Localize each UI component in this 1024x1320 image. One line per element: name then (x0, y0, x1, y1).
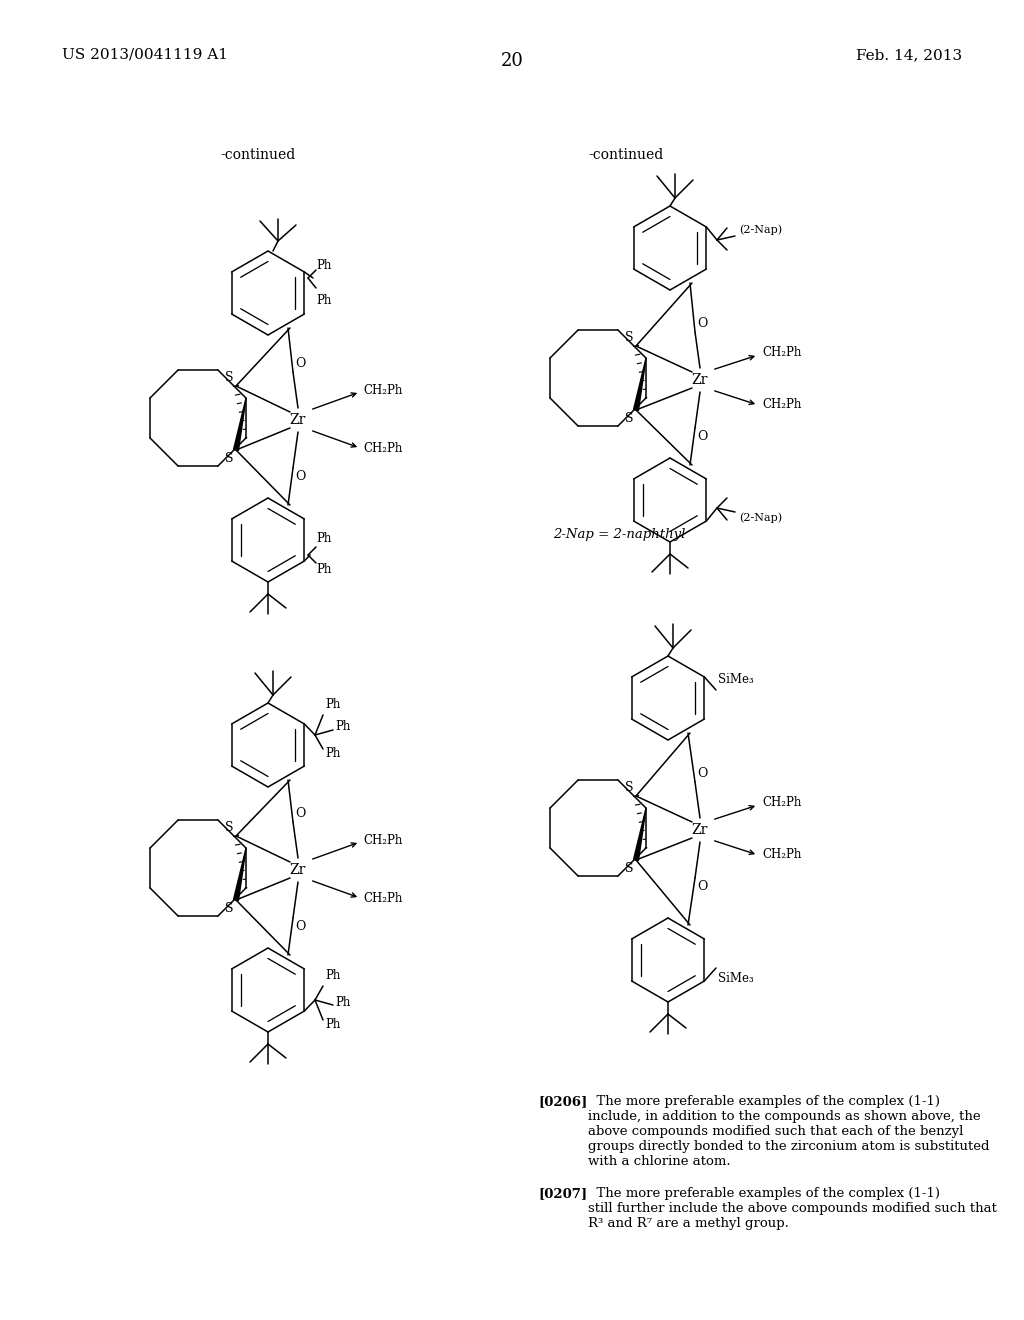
Text: The more preferable examples of the complex (1-1)
include, in addition to the co: The more preferable examples of the comp… (588, 1096, 989, 1168)
Text: CH₂Ph: CH₂Ph (762, 346, 802, 359)
Text: The more preferable examples of the complex (1-1)
still further include the abov: The more preferable examples of the comp… (588, 1187, 997, 1230)
Polygon shape (233, 399, 246, 450)
Text: S: S (224, 371, 233, 384)
Text: S: S (625, 412, 633, 425)
Text: O: O (295, 920, 305, 933)
Text: Zr: Zr (290, 413, 306, 426)
Text: O: O (295, 470, 305, 483)
Text: -continued: -continued (588, 148, 664, 162)
Text: O: O (697, 317, 708, 330)
Text: S: S (625, 862, 633, 875)
Text: Ph: Ph (325, 969, 340, 982)
Text: S: S (625, 781, 633, 795)
Text: S: S (625, 331, 633, 345)
Text: CH₂Ph: CH₂Ph (362, 384, 402, 396)
Text: SiMe₃: SiMe₃ (718, 673, 754, 686)
Text: S: S (224, 821, 233, 834)
Text: (2-Nap): (2-Nap) (739, 512, 782, 523)
Text: -continued: -continued (220, 148, 295, 162)
Text: Feb. 14, 2013: Feb. 14, 2013 (856, 48, 962, 62)
Text: Zr: Zr (692, 822, 709, 837)
Text: Zr: Zr (290, 863, 306, 876)
Text: [0207]: [0207] (538, 1187, 587, 1200)
Text: 20: 20 (501, 51, 523, 70)
Text: O: O (697, 430, 708, 444)
Text: Ph: Ph (316, 294, 332, 308)
Text: O: O (697, 767, 708, 780)
Text: Ph: Ph (335, 995, 350, 1008)
Text: CH₂Ph: CH₂Ph (762, 796, 802, 808)
Text: S: S (224, 451, 233, 465)
Text: (2-Nap): (2-Nap) (739, 224, 782, 235)
Text: O: O (697, 880, 708, 894)
Text: Ph: Ph (325, 1018, 340, 1031)
Text: Ph: Ph (316, 259, 332, 272)
Text: Ph: Ph (316, 564, 332, 576)
Text: Ph: Ph (325, 747, 340, 760)
Text: CH₂Ph: CH₂Ph (762, 397, 802, 411)
Polygon shape (233, 849, 246, 900)
Polygon shape (634, 808, 646, 861)
Text: Ph: Ph (316, 532, 332, 545)
Text: 2-Nap = 2-naphthyl: 2-Nap = 2-naphthyl (553, 528, 685, 541)
Text: CH₂Ph: CH₂Ph (362, 441, 402, 454)
Text: Zr: Zr (692, 374, 709, 387)
Text: O: O (295, 356, 305, 370)
Text: CH₂Ph: CH₂Ph (362, 891, 402, 904)
Text: US 2013/0041119 A1: US 2013/0041119 A1 (62, 48, 228, 62)
Text: Ph: Ph (335, 721, 350, 734)
Text: CH₂Ph: CH₂Ph (362, 833, 402, 846)
Text: O: O (295, 807, 305, 820)
Polygon shape (634, 358, 646, 411)
Text: CH₂Ph: CH₂Ph (762, 847, 802, 861)
Text: SiMe₃: SiMe₃ (718, 972, 754, 985)
Text: S: S (224, 902, 233, 915)
Text: [0206]: [0206] (538, 1096, 587, 1107)
Text: Ph: Ph (325, 698, 340, 711)
